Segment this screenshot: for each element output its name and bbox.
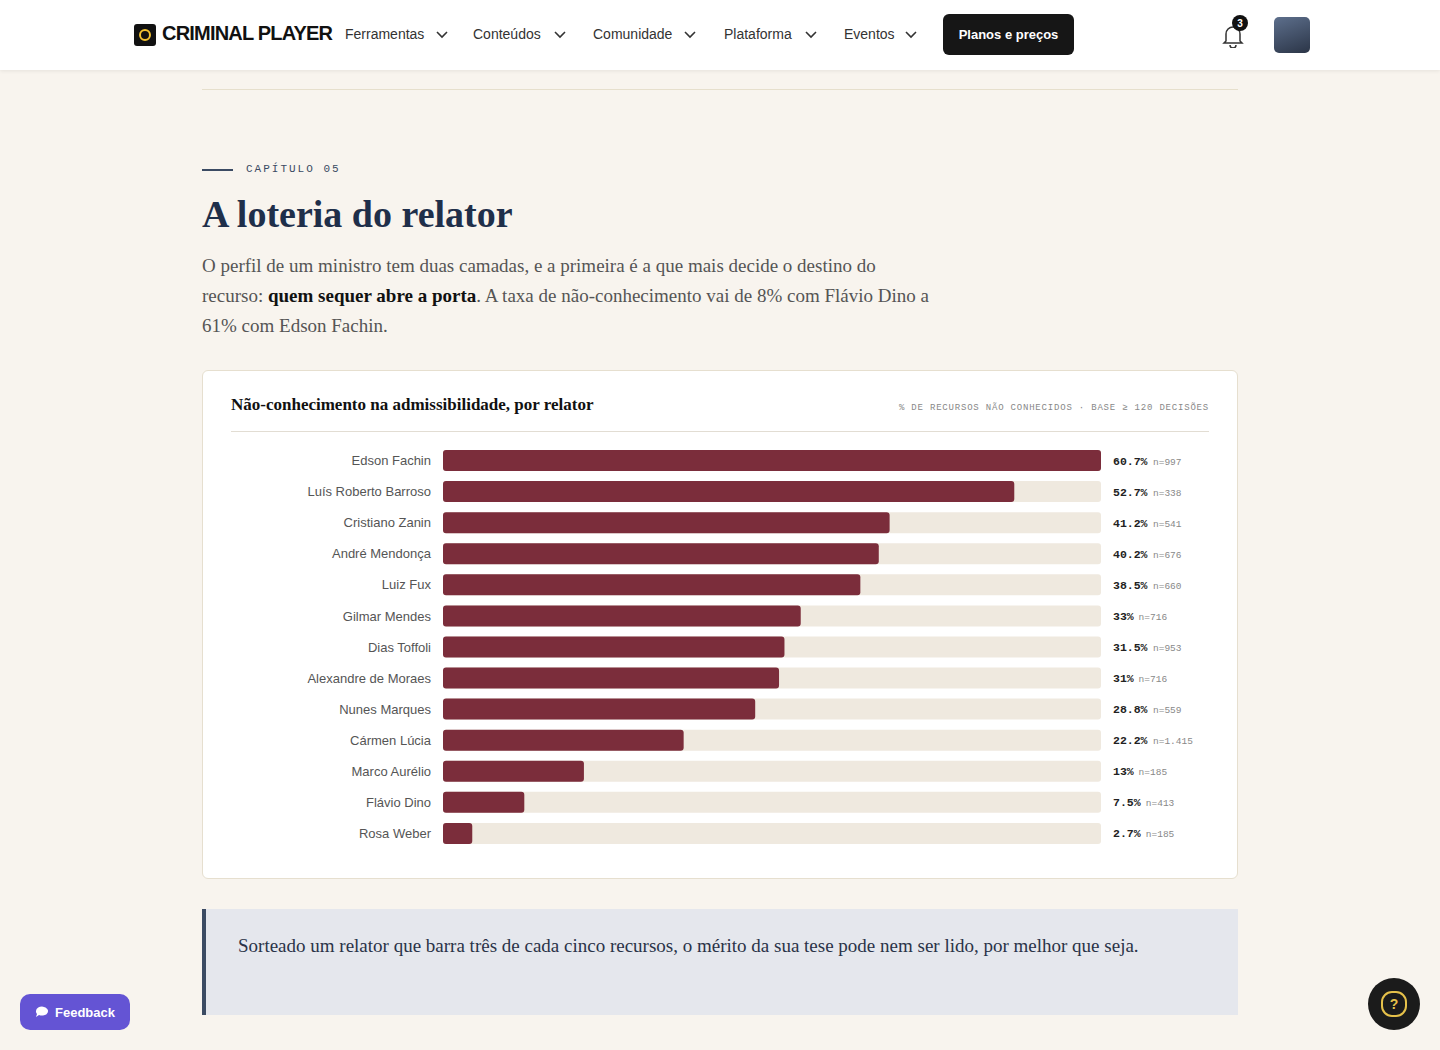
html-text:O perfil de um ministro tem du: O perfil de um ministro tem duas camadas… (202, 255, 929, 336)
svg-text:Luiz Fux: Luiz Fux (382, 577, 432, 592)
svg-text:Cristiano Zanin: Cristiano Zanin (344, 515, 431, 530)
svg-text:n=1.415: n=1.415 (1153, 736, 1193, 747)
html-text:CRIMINAL PLAYER: CRIMINAL PLAYER (162, 22, 333, 44)
svg-text:n=185: n=185 (1146, 829, 1175, 840)
svg-text:Gilmar Mendes: Gilmar Mendes (343, 609, 432, 624)
html-text:Sorteado um relator que barra: Sorteado um relator que barra três de ca… (238, 935, 1139, 956)
svg-text:22.2%: 22.2% (1113, 734, 1148, 747)
svg-text:n=676: n=676 (1153, 550, 1182, 561)
svg-text:13%: 13% (1113, 765, 1134, 778)
svg-text:Dias Toffoli: Dias Toffoli (368, 640, 431, 655)
svg-text:Flávio Dino: Flávio Dino (366, 795, 431, 810)
svg-text:n=413: n=413 (1146, 798, 1175, 809)
svg-text:Cármen Lúcia: Cármen Lúcia (350, 733, 432, 748)
svg-text:n=185: n=185 (1139, 767, 1168, 778)
html-text:Não-conhecimento na admissibil: Não-conhecimento na admissibilidade, por… (231, 395, 594, 414)
svg-text:31.5%: 31.5% (1113, 641, 1148, 654)
svg-text:40.2%: 40.2% (1113, 548, 1148, 561)
svg-text:33%: 33% (1113, 610, 1134, 623)
svg-text:28.8%: 28.8% (1113, 703, 1148, 716)
svg-text:n=338: n=338 (1153, 488, 1182, 499)
svg-text:Marco Aurélio: Marco Aurélio (352, 764, 431, 779)
svg-text:31%: 31% (1113, 672, 1134, 685)
svg-text:Edson Fachin: Edson Fachin (352, 453, 432, 468)
svg-text:2.7%: 2.7% (1113, 827, 1141, 840)
svg-text:André Mendonça: André Mendonça (332, 546, 432, 561)
svg-text:n=559: n=559 (1153, 705, 1182, 716)
svg-text:n=997: n=997 (1153, 457, 1182, 468)
svg-text:Luís Roberto Barroso: Luís Roberto Barroso (307, 484, 431, 499)
html-text:Ferramentas: Ferramentas (345, 26, 425, 42)
html-text:A loteria do relator: A loteria do relator (202, 193, 513, 235)
svg-text:n=660: n=660 (1153, 581, 1182, 592)
svg-text:n=541: n=541 (1153, 519, 1182, 530)
html-text:% DE RECURSOS NÃO CONHECIDOS ·: % DE RECURSOS NÃO CONHECIDOS · BASE ≥ 12… (899, 403, 1209, 413)
svg-text:41.2%: 41.2% (1113, 517, 1148, 530)
svg-text:n=953: n=953 (1153, 643, 1182, 654)
svg-text:Rosa Weber: Rosa Weber (359, 826, 432, 841)
svg-text:7.5%: 7.5% (1113, 796, 1141, 809)
svg-text:60.7%: 60.7% (1113, 455, 1148, 468)
svg-text:n=716: n=716 (1139, 674, 1168, 685)
html-text:Eventos: Eventos (844, 26, 895, 42)
svg-text:n=716: n=716 (1139, 612, 1168, 623)
html-text:CAPÍTULO 05: CAPÍTULO 05 (246, 163, 341, 175)
html-text:Conteúdos: Conteúdos (473, 26, 541, 42)
html-text:Plataforma: Plataforma (724, 26, 792, 42)
svg-text:38.5%: 38.5% (1113, 579, 1148, 592)
html-text:Planos e preços: Planos e preços (958, 27, 1059, 42)
svg-text:52.7%: 52.7% (1113, 486, 1148, 499)
svg-text:Nunes Marques: Nunes Marques (339, 702, 431, 717)
html-text:Feedback: Feedback (55, 1004, 115, 1020)
svg-text:Alexandre de Moraes: Alexandre de Moraes (307, 671, 431, 686)
html-text:Comunidade: Comunidade (593, 26, 673, 42)
html-text:3: 3 (1237, 17, 1243, 29)
